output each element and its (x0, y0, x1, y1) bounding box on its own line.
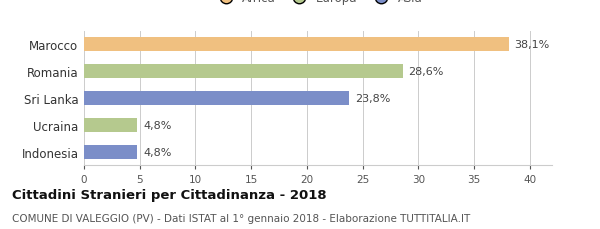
Bar (84, 145, 137, 159)
Text: Cittadini Stranieri per Cittadinanza - 2018: Cittadini Stranieri per Cittadinanza - 2… (12, 188, 326, 201)
Bar (84, 65, 403, 79)
Text: 23,8%: 23,8% (355, 93, 390, 104)
Bar (84, 38, 509, 52)
Text: 4,8%: 4,8% (143, 120, 172, 130)
Text: 38,1%: 38,1% (514, 40, 550, 50)
Bar (84, 118, 137, 132)
Text: 28,6%: 28,6% (408, 67, 443, 77)
Legend: Africa, Europa, Asia: Africa, Europa, Asia (209, 0, 427, 10)
Text: COMUNE DI VALEGGIO (PV) - Dati ISTAT al 1° gennaio 2018 - Elaborazione TUTTITALI: COMUNE DI VALEGGIO (PV) - Dati ISTAT al … (12, 213, 470, 223)
Text: 4,8%: 4,8% (143, 147, 172, 157)
Bar (84, 92, 349, 105)
